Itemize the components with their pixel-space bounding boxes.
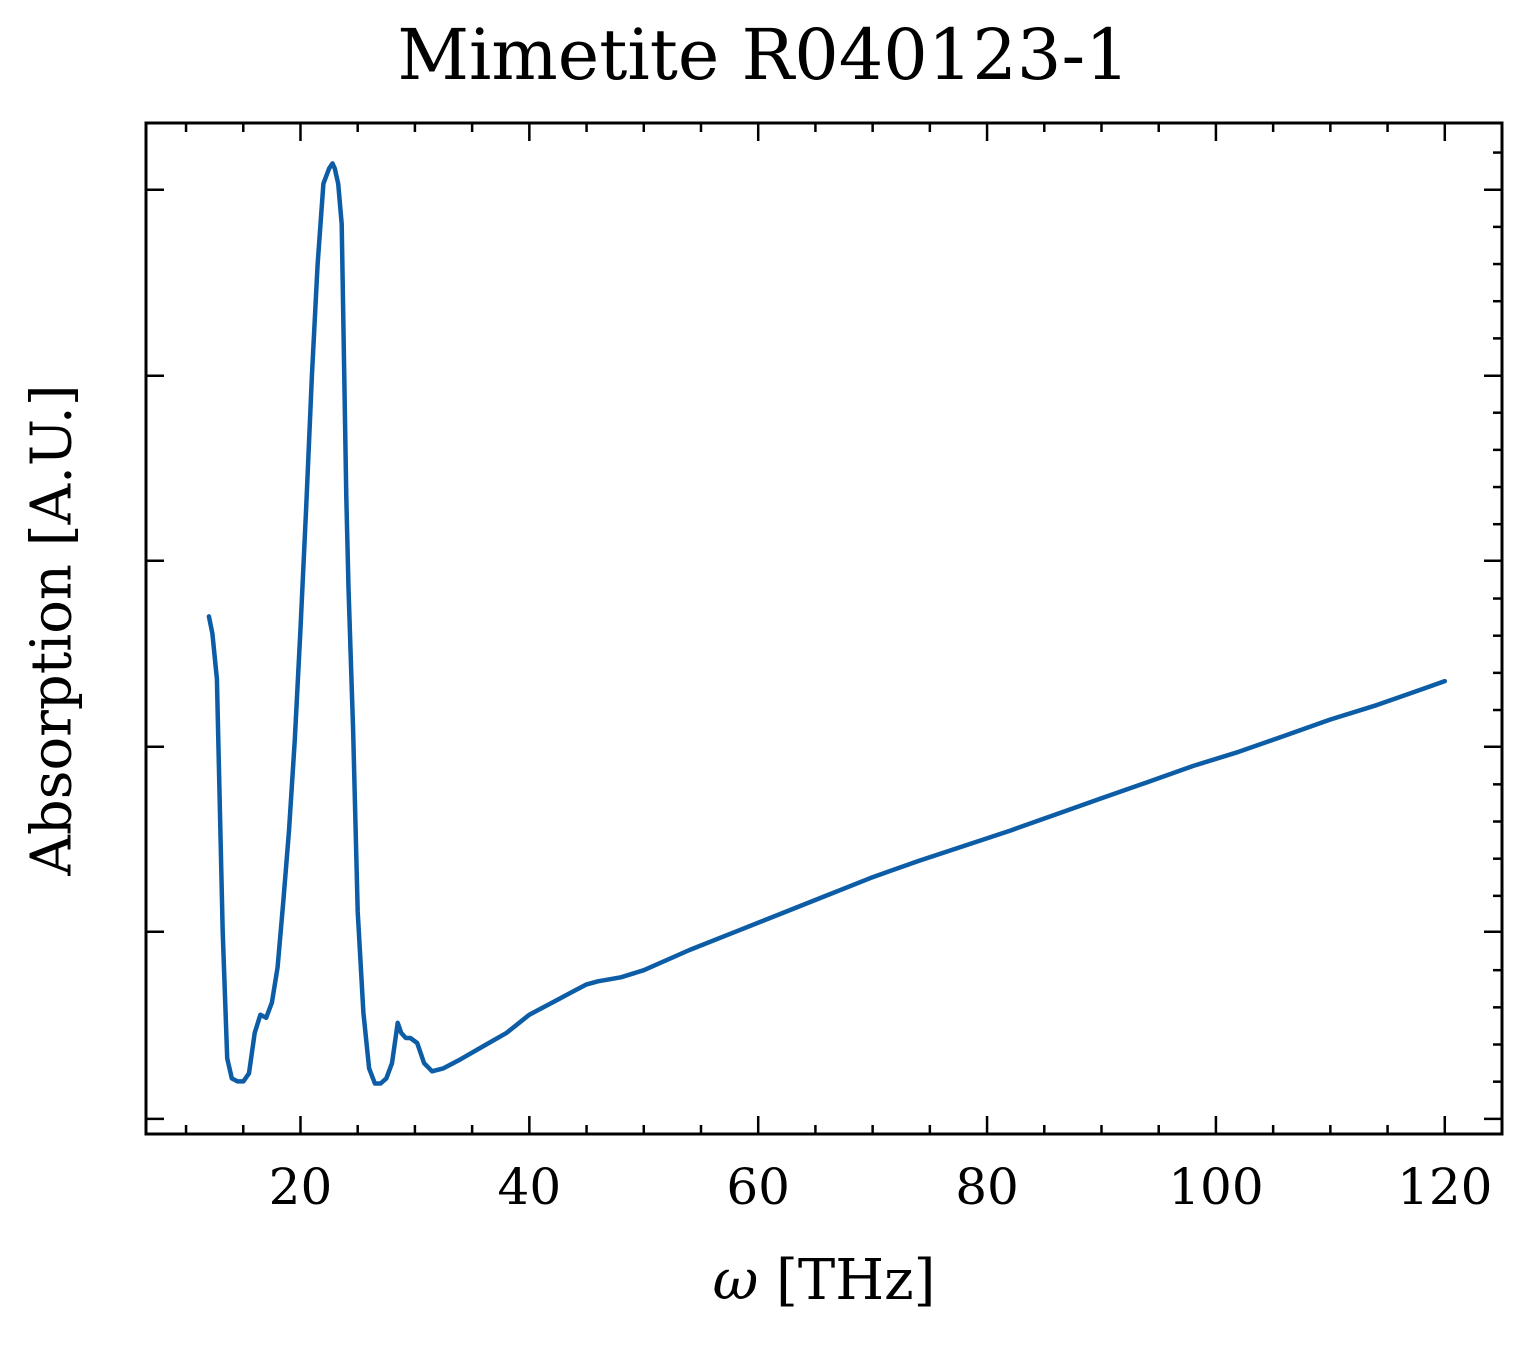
x-axis-label: ω [THz] [146,1248,1502,1313]
x-tick-label: 100 [1168,1158,1263,1216]
x-axis-unit: [THz] [776,1248,936,1313]
absorption-series-line [206,161,1448,1086]
x-tick-label: 40 [498,1158,562,1216]
x-tick-label: 60 [726,1158,790,1216]
y-axis-label: Absorption [A.U.] [19,384,85,876]
x-tick-label: 20 [269,1158,333,1216]
x-tick-label: 80 [955,1158,1019,1216]
axis-ticks [146,123,1502,1134]
x-axis-symbol: ω [712,1248,759,1313]
x-tick-label: 120 [1397,1158,1492,1216]
x-tick-labels: 20 40 60 80 100 120 [269,1158,1493,1216]
plot-frame [144,121,1504,1136]
chart-title: Mimetite R040123-1 [397,14,1130,96]
